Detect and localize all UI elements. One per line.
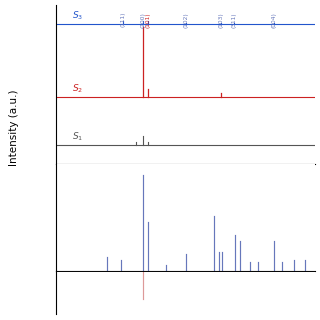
Text: $S_2$: $S_2$: [72, 82, 83, 95]
Text: (102): (102): [183, 12, 188, 28]
Text: $S_1$: $S_1$: [72, 131, 83, 143]
Text: Intensity (a.u.): Intensity (a.u.): [9, 90, 20, 166]
Text: (103): (103): [218, 12, 223, 28]
Text: (004): (004): [271, 12, 276, 28]
Text: (101): (101): [146, 12, 150, 28]
Text: (111): (111): [121, 12, 126, 28]
Text: (200): (200): [140, 12, 145, 28]
Text: $S_3$: $S_3$: [72, 10, 83, 22]
Text: (311): (311): [231, 12, 236, 28]
